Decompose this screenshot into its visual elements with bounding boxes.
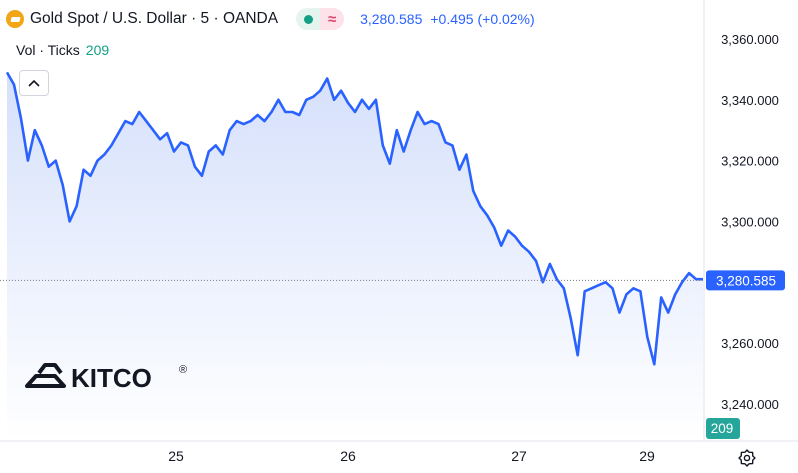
collapse-legend-button[interactable]	[19, 70, 49, 96]
time-axis: 25 26 27 29	[168, 448, 655, 464]
kitco-logo-registered: ®	[179, 364, 187, 376]
y-tick-label: 3,300.000	[721, 214, 779, 229]
symbol-title[interactable]: Gold Spot / U.S. Dollar · 5 · OANDA	[30, 10, 279, 27]
last-price: 3,280.585	[360, 11, 423, 27]
y-tick-label: 3,260.000	[721, 336, 779, 351]
y-tick-label: 3,240.000	[721, 397, 779, 412]
status-pills[interactable]: ≈	[296, 8, 345, 30]
kitco-logo-text: KITCO	[71, 363, 152, 393]
x-tick-label: 29	[639, 448, 655, 464]
volume-badge-text: 209	[711, 421, 734, 436]
kitco-logo-mark	[25, 363, 66, 388]
last-price-badge: 3,280.585	[706, 270, 785, 291]
volume-badge: 209	[706, 418, 740, 439]
y-tick-label: 3,320.000	[721, 154, 779, 169]
volume-legend-label: Vol · Ticks	[16, 42, 80, 58]
x-tick-label: 25	[168, 448, 184, 464]
price-area-fill	[7, 72, 703, 442]
price-change: +0.495 (+0.02%)	[430, 11, 535, 27]
y-tick-label: 3,340.000	[721, 93, 779, 108]
wave-icon[interactable]: ≈	[320, 8, 345, 30]
last-price-badge-bg	[706, 270, 785, 291]
visible-dot-icon[interactable]	[296, 8, 321, 30]
last-price-badge-text: 3,280.585	[716, 273, 776, 288]
x-tick-label: 26	[340, 448, 356, 464]
x-tick-label: 27	[511, 448, 527, 464]
chart-header: Gold Spot / U.S. Dollar · 5 · OANDA ≈ 3,…	[6, 8, 535, 30]
volume-legend[interactable]: Vol · Ticks 209	[16, 42, 109, 58]
price-axis: 3,360.000 3,340.000 3,320.000 3,300.000 3,26…	[721, 32, 779, 412]
kitco-logo: KITCO ®	[25, 363, 187, 393]
y-tick-label: 3,360.000	[721, 32, 779, 47]
volume-legend-value: 209	[85, 42, 110, 58]
settings-gear-icon[interactable]	[738, 449, 756, 467]
volume-badge-bg	[706, 418, 740, 439]
chevron-up-icon	[28, 79, 40, 87]
price-line	[5, 71, 703, 366]
gold-coin-icon	[6, 10, 24, 28]
